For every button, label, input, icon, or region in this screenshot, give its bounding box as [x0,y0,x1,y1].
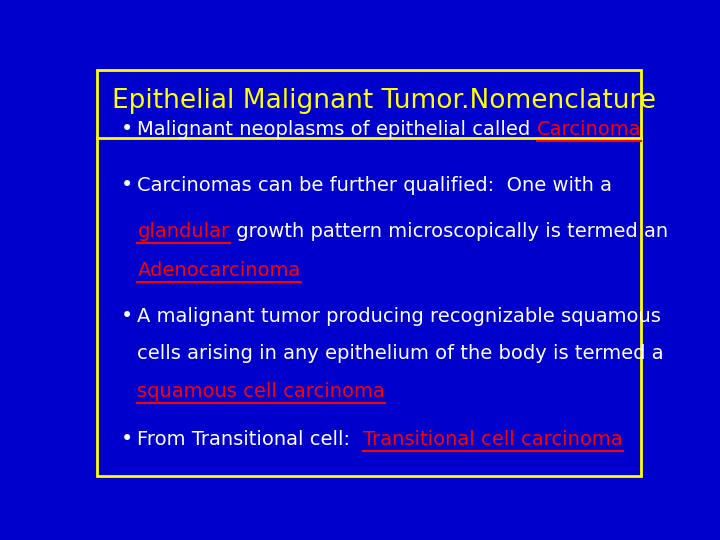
Text: Carcinoma: Carcinoma [537,120,642,139]
Text: Epithelial Malignant Tumor.Nomenclature: Epithelial Malignant Tumor.Nomenclature [112,88,657,114]
Text: •: • [121,119,133,139]
Text: glandular: glandular [138,221,230,241]
Text: •: • [121,176,133,195]
Text: Malignant neoplasms of epithelial called: Malignant neoplasms of epithelial called [138,120,537,139]
Text: A malignant tumor producing recognizable squamous: A malignant tumor producing recognizable… [138,307,661,326]
Text: From Transitional cell:: From Transitional cell: [138,429,363,449]
Text: •: • [121,429,133,449]
Text: Carcinomas can be further qualified:  One with a: Carcinomas can be further qualified: One… [138,176,613,195]
Text: growth pattern microscopically is termed an: growth pattern microscopically is termed… [230,221,667,241]
Text: Adenocarcinoma: Adenocarcinoma [138,261,301,280]
Text: •: • [121,306,133,326]
Text: cells arising in any epithelium of the body is termed a: cells arising in any epithelium of the b… [138,345,664,363]
Text: Transitional cell carcinoma: Transitional cell carcinoma [363,429,623,449]
Text: squamous cell carcinoma: squamous cell carcinoma [138,382,385,401]
